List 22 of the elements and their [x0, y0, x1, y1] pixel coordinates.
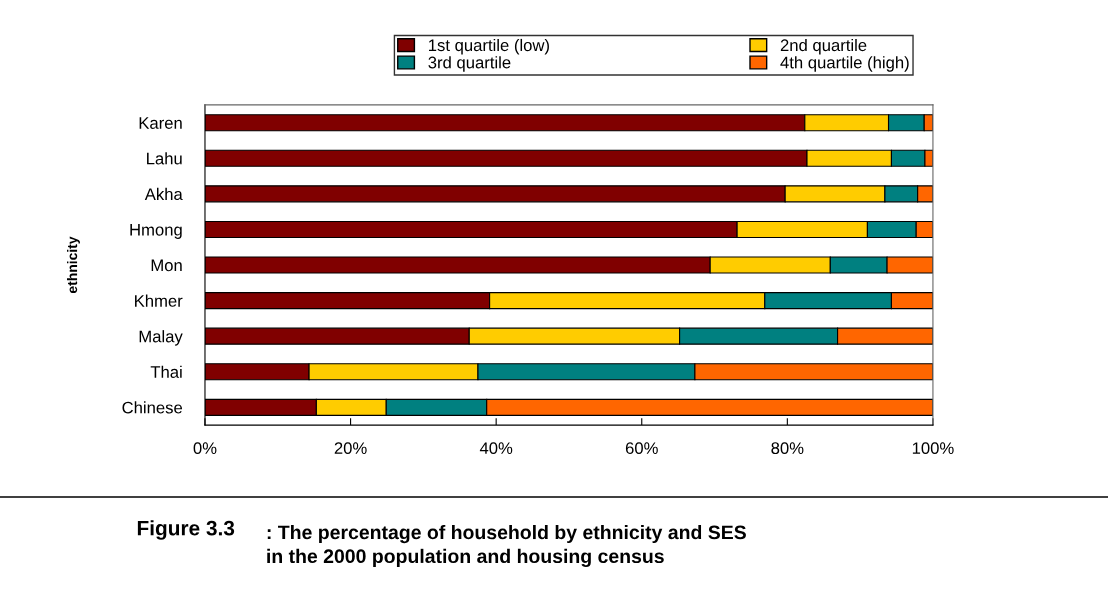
x-tick-label: 40% [479, 442, 513, 455]
x-tick-label: 60% [625, 442, 658, 455]
y-tick-label: Karen [139, 117, 182, 129]
y-tick-label: Malay [139, 330, 183, 346]
x-tick-label: 80% [771, 442, 804, 455]
legend-label: 1st quartile (low) [429, 38, 549, 55]
y-axis-title: ethnicity [67, 236, 80, 294]
text: Figure 3.3 [137, 520, 235, 540]
y-tick-label: Hmong [130, 224, 182, 239]
y-tick-label: Khmer [135, 294, 183, 307]
legend-label: 4th quartile (high) [780, 56, 909, 72]
y-tick-label: Lahu [147, 152, 182, 165]
text: : The percentage of household by ethnicity and SES in the 2000 population and housing census [267, 524, 746, 568]
legend-label: 3rd quartile [428, 56, 511, 72]
y-tick-label: Chinese [122, 401, 183, 414]
legend-label: 2nd quartile [780, 38, 867, 55]
y-tick-label: Mon [151, 259, 182, 272]
x-tick-label: 100% [912, 442, 954, 455]
x-tick-label: 0% [193, 442, 217, 455]
y-tick-label: Akha [144, 187, 183, 201]
y-tick-label: Thai [150, 365, 182, 378]
x-tick-label: 20% [334, 442, 367, 455]
